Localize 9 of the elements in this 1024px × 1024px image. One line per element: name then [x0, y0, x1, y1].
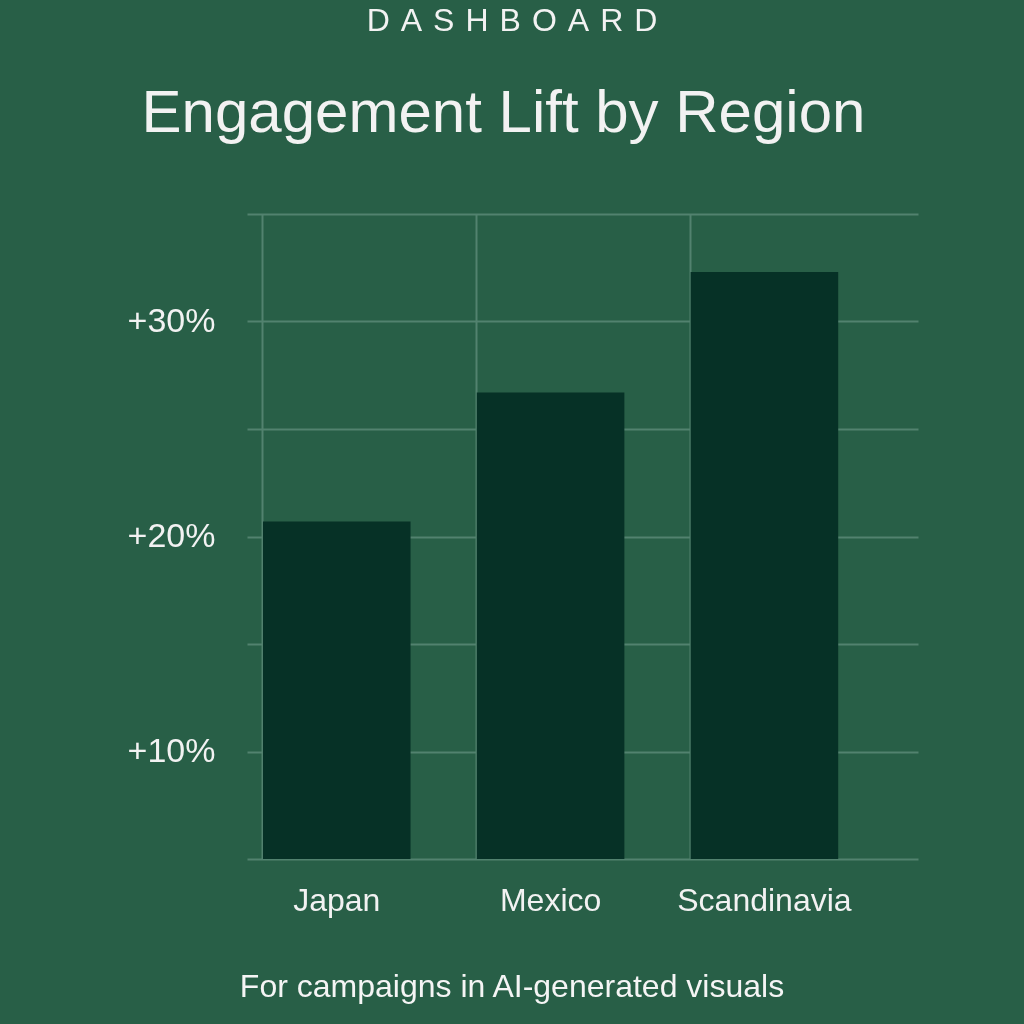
- chart-title: Engagement Lift by Region: [141, 78, 866, 145]
- text: For campaigns in AI-generated visuals: [238, 968, 786, 1005]
- x-tick-label: Mexico: [499, 881, 602, 918]
- y-tick-label: +10%: [127, 731, 216, 769]
- y-tick-label: +20%: [127, 516, 216, 554]
- x-tick-label: Scandinavia: [677, 881, 852, 918]
- y-tick-label: +30%: [127, 301, 216, 339]
- x-tick-label: Japan: [293, 881, 381, 918]
- chart-subtitle: DASHBOARD: [365, 2, 670, 39]
